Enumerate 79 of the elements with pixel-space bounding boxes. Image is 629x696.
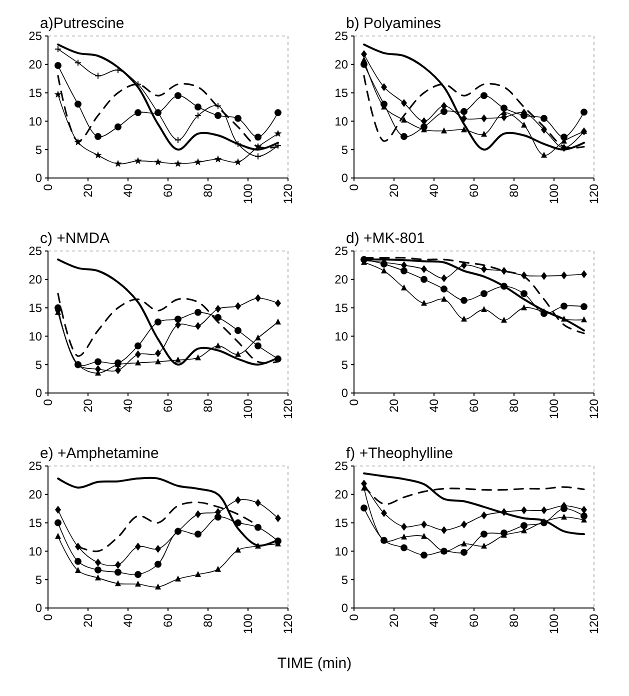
- x-tick-label: 0: [41, 184, 56, 191]
- y-tick-label: 10: [334, 544, 348, 558]
- x-tick-label: 60: [161, 614, 176, 628]
- x-tick-label: 0: [347, 184, 362, 191]
- x-tick-label: 80: [507, 614, 522, 628]
- x-tick-label: 100: [547, 398, 562, 420]
- x-tick-label: 20: [81, 184, 96, 198]
- y-tick-label: 5: [35, 142, 42, 157]
- x-tick-label: 100: [547, 614, 562, 634]
- y-tick-label: 15: [28, 86, 42, 100]
- y-tick-label: 20: [334, 58, 348, 72]
- x-tick-label: 120: [587, 184, 602, 204]
- y-tick-label: 15: [334, 516, 348, 530]
- x-tick-label: 60: [467, 184, 482, 198]
- y-tick-label: 15: [28, 516, 42, 530]
- y-tick-label: 5: [341, 572, 348, 587]
- x-tick-label: 40: [121, 184, 136, 198]
- x-tick-label: 20: [387, 398, 402, 412]
- x-tick-label: 20: [387, 614, 402, 628]
- y-tick-label: 5: [35, 358, 42, 372]
- chart-title: a)Putrescine: [40, 15, 124, 32]
- y-tick-label: 25: [334, 459, 348, 474]
- y-tick-label: 5: [35, 572, 42, 587]
- x-tick-label: 120: [281, 398, 296, 420]
- x-tick-label: 60: [161, 184, 176, 198]
- x-tick-label: 40: [427, 614, 442, 628]
- y-tick-label: 20: [28, 58, 42, 72]
- x-tick-label: 120: [587, 614, 602, 634]
- x-tick-label: 100: [241, 184, 256, 204]
- x-tick-label: 100: [241, 614, 256, 634]
- y-tick-label: 20: [334, 272, 348, 287]
- y-tick-label: 20: [28, 272, 42, 287]
- x-tick-label: 80: [201, 398, 216, 412]
- y-tick-label: 20: [334, 488, 348, 502]
- x-tick-label: 0: [41, 398, 56, 406]
- chart-title: e) +Amphetamine: [40, 445, 159, 462]
- y-tick-label: 20: [28, 488, 42, 502]
- x-tick-label: 40: [121, 398, 136, 412]
- x-axis-title: TIME (min): [277, 655, 352, 672]
- y-tick-label: 15: [28, 301, 42, 315]
- x-tick-label: 120: [281, 614, 296, 634]
- x-tick-label: 40: [427, 398, 442, 412]
- x-tick-label: 0: [347, 614, 362, 621]
- y-tick-label: 10: [334, 329, 348, 344]
- y-tick-label: 10: [28, 114, 42, 128]
- y-tick-label: 25: [334, 244, 348, 258]
- x-tick-label: 20: [81, 614, 96, 628]
- chart-title: c) +NMDA: [40, 230, 110, 247]
- y-tick-label: 5: [341, 358, 348, 372]
- x-tick-label: 20: [387, 184, 402, 198]
- x-tick-label: 60: [467, 398, 482, 412]
- x-tick-label: 120: [281, 184, 296, 204]
- x-tick-label: 20: [81, 398, 96, 412]
- chart-title: f) +Theophylline: [346, 445, 454, 462]
- y-tick-label: 25: [28, 459, 42, 474]
- chart-title: b) Polyamines: [346, 15, 442, 32]
- x-tick-label: 60: [161, 398, 176, 412]
- x-tick-label: 80: [201, 614, 216, 628]
- x-tick-label: 80: [201, 184, 216, 198]
- y-tick-label: 25: [334, 29, 348, 44]
- x-tick-label: 60: [467, 614, 482, 628]
- x-tick-label: 100: [241, 398, 256, 420]
- x-tick-label: 100: [547, 184, 562, 204]
- y-tick-label: 15: [334, 86, 348, 100]
- x-tick-label: 80: [507, 398, 522, 412]
- x-tick-label: 40: [121, 614, 136, 628]
- x-tick-label: 0: [41, 614, 56, 621]
- y-tick-label: 10: [28, 544, 42, 558]
- x-tick-label: 0: [347, 398, 362, 406]
- y-tick-label: 5: [341, 142, 348, 157]
- y-tick-label: 10: [28, 329, 42, 344]
- chart-title: d) +MK-801: [346, 230, 425, 247]
- y-tick-label: 10: [334, 114, 348, 128]
- x-tick-label: 40: [427, 184, 442, 198]
- y-tick-label: 25: [28, 29, 42, 44]
- y-tick-label: 25: [28, 244, 42, 258]
- x-tick-label: 80: [507, 184, 522, 198]
- x-tick-label: 120: [587, 398, 602, 420]
- y-tick-label: 15: [334, 301, 348, 315]
